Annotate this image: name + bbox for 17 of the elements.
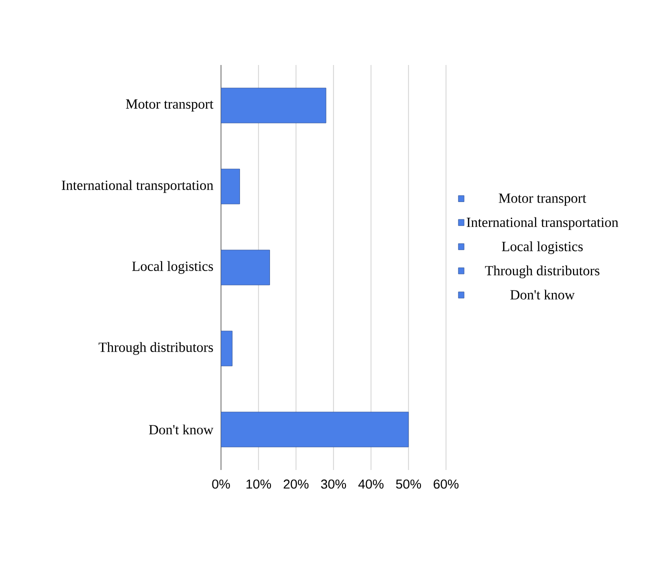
x-tick-label: 50% — [396, 480, 422, 489]
x-tick-label: 30% — [321, 480, 346, 489]
text: Local logistics — [502, 241, 583, 254]
y-tick-label: Motor transport — [126, 99, 214, 112]
legend-label: International transportation — [466, 217, 618, 230]
x-tick-label: 0% — [212, 480, 230, 489]
y-tick-label: International transportation — [62, 180, 214, 193]
x-tick-label: 20% — [284, 480, 309, 489]
text: Don't know — [510, 290, 575, 300]
x-tick-label: 40% — [358, 480, 384, 489]
text: Motor transport — [498, 194, 586, 206]
x-tick-label: 60% — [434, 480, 459, 489]
y-tick-label: Don't know — [148, 424, 214, 434]
legend-label: Through distributors — [485, 266, 600, 278]
x-tick-label: 10% — [246, 480, 272, 489]
y-tick-label: Through distributors — [98, 342, 213, 355]
y-tick-label: Local logistics — [132, 261, 213, 274]
